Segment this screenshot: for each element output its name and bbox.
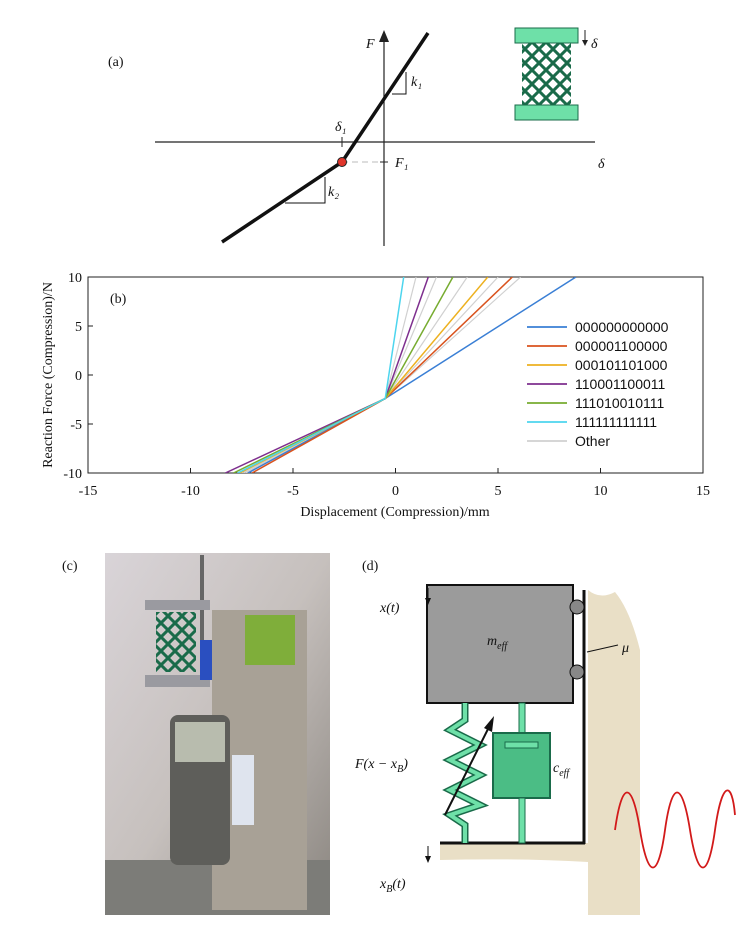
- legend-label: 000101101000: [575, 357, 668, 373]
- legend-label: Other: [575, 433, 610, 449]
- series-line: [251, 277, 513, 473]
- panel-a: (a) F δ δ₁ F₁ k₁ k₂ δ: [108, 27, 605, 246]
- series-line: [241, 277, 499, 473]
- spring: [445, 703, 486, 843]
- wall: [588, 590, 640, 915]
- y-tick-label: 5: [75, 320, 82, 335]
- y-axis-label: Reaction Force (Compression)/N: [41, 282, 56, 468]
- label: F: [365, 37, 375, 52]
- panel-d: (d) x(t) μ meff ceff F(x − xB) xB(t): [354, 559, 736, 915]
- subscript: eff: [559, 768, 570, 779]
- damper-rod: [518, 702, 526, 734]
- legend-label: 000001100000: [575, 338, 668, 354]
- panel-label: (b): [110, 292, 127, 307]
- photo-label: [232, 755, 254, 825]
- panel-b: (b) Displacement (Compression)/mm Reacti…: [41, 271, 710, 520]
- label: xB(t): [379, 877, 406, 895]
- x-tick-label: 10: [594, 484, 608, 499]
- label: x(t): [379, 601, 400, 616]
- series-line: [233, 277, 454, 473]
- photo-plate: [145, 600, 210, 610]
- photo-plate: [145, 675, 210, 687]
- subscript: B: [386, 884, 392, 895]
- x-tick-label: -15: [79, 484, 98, 499]
- y-tick-label: 10: [68, 271, 82, 286]
- y-tick-label: 0: [75, 369, 82, 384]
- label: ceff: [553, 761, 570, 779]
- lattice-plate: [514, 27, 579, 44]
- arrow: [582, 40, 588, 46]
- panel-label: (a): [108, 55, 124, 70]
- x-tick-label: -5: [287, 484, 299, 499]
- panel-c: (c): [62, 553, 330, 915]
- series-line: [245, 277, 468, 473]
- damper-piston: [504, 741, 539, 749]
- series-line: [237, 277, 405, 473]
- legend-label: 111010010111: [575, 395, 664, 411]
- roller: [569, 664, 585, 680]
- legend-label: 110001100011: [575, 376, 666, 392]
- label: δ: [591, 37, 598, 52]
- subscript: B: [397, 764, 403, 775]
- photo-rod: [200, 555, 204, 675]
- photo-sensor: [245, 615, 295, 665]
- label: x: [379, 877, 387, 892]
- roller: [569, 599, 585, 615]
- legend-label: 111111111111: [575, 414, 657, 430]
- photo-clamp: [200, 640, 214, 680]
- slope-triangle: [392, 72, 407, 95]
- subscript: eff: [497, 641, 508, 652]
- label: m: [487, 634, 497, 649]
- label: δ₁: [335, 120, 346, 135]
- label: meff: [487, 634, 508, 652]
- x-axis-label: Displacement (Compression)/mm: [300, 505, 489, 520]
- x-tick-label: 0: [392, 484, 399, 499]
- x-tick-label: 5: [495, 484, 502, 499]
- mass-block: [426, 584, 574, 704]
- label: F(x − xB): [354, 757, 408, 775]
- label: F₁: [394, 156, 408, 171]
- lattice: [522, 43, 571, 105]
- damper-rod: [518, 797, 526, 844]
- panel-label: (d): [362, 559, 379, 574]
- label: ): [402, 757, 408, 772]
- label: F(x − x: [354, 757, 398, 772]
- lattice-plate: [514, 104, 579, 121]
- label: μ: [621, 641, 629, 656]
- arrow: [425, 598, 431, 605]
- series-line: [239, 277, 489, 473]
- y-tick-label: -10: [63, 467, 82, 482]
- photo-sample: [156, 612, 196, 672]
- base-excitation: [614, 789, 736, 869]
- series-line: [243, 277, 417, 473]
- label: k₁: [411, 75, 422, 90]
- kink-point: [337, 157, 347, 167]
- arrow: [484, 716, 494, 732]
- curve: [221, 32, 430, 244]
- x-tick-label: 15: [696, 484, 710, 499]
- slope-triangle: [285, 177, 326, 204]
- label: (t): [392, 877, 406, 892]
- x-tick-label: -10: [181, 484, 200, 499]
- y-tick-label: -5: [70, 418, 82, 433]
- leader-line: [586, 644, 619, 653]
- panel-label: (c): [62, 559, 78, 574]
- label: k₂: [328, 185, 339, 200]
- ground: [440, 843, 588, 862]
- legend-label: 000000000000: [575, 319, 669, 335]
- arrow: [379, 30, 389, 42]
- label: δ: [598, 157, 605, 172]
- nonlinear-arrow: [444, 724, 491, 816]
- label: c: [553, 761, 560, 776]
- photo-shaker-band: [175, 722, 225, 762]
- arrow: [425, 856, 431, 863]
